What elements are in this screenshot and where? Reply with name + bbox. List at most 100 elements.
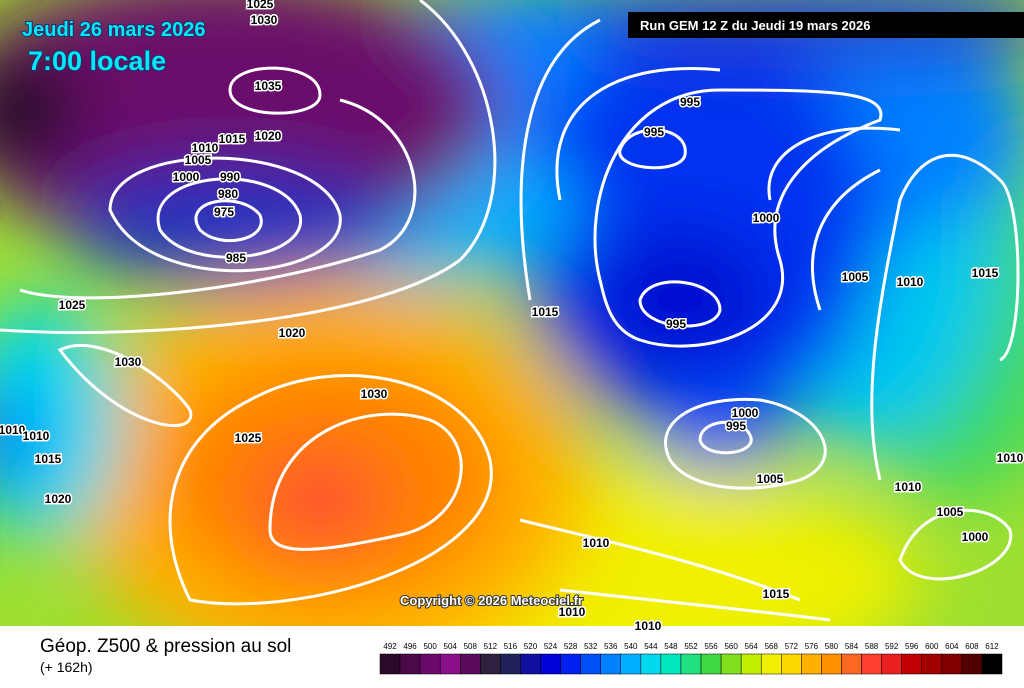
scale-label: 516 xyxy=(504,642,518,651)
isobar-label: 1020 xyxy=(255,129,282,143)
isobars xyxy=(0,0,1020,622)
scale-swatch xyxy=(500,653,521,675)
scale-label: 584 xyxy=(845,642,859,651)
isobar-label: 1030 xyxy=(361,387,388,401)
isobar-label: 1010 xyxy=(895,480,922,494)
scale-swatch xyxy=(901,653,922,675)
isobar-label: 1000 xyxy=(962,530,989,544)
scale-label: 512 xyxy=(484,642,498,651)
isobar-label: 1015 xyxy=(972,266,999,280)
isobar-label: 1010 xyxy=(559,605,586,619)
scale-swatch xyxy=(700,653,722,675)
scale-swatch xyxy=(961,653,983,675)
scale-label: 536 xyxy=(604,642,618,651)
scale-swatch xyxy=(781,653,802,675)
color-scale: 492 496 500 504 508 512 516 520 524 528 532 536 540 5… xyxy=(379,642,1003,675)
isobar-label: 1015 xyxy=(35,452,62,466)
scale-label: 560 xyxy=(724,642,738,651)
scale-label: 612 xyxy=(985,642,999,651)
scale-swatch xyxy=(620,653,642,675)
isobar-label: 1005 xyxy=(937,505,964,519)
scale-swatch xyxy=(760,653,782,675)
footer-lead: (+ 162h) xyxy=(40,659,93,675)
scale-label: 528 xyxy=(564,642,578,651)
scale-label: 552 xyxy=(684,642,698,651)
scale-swatch xyxy=(981,653,1003,675)
isobar-label: 995 xyxy=(726,419,746,433)
isobar-label: 1015 xyxy=(219,132,246,146)
scale-label: 608 xyxy=(965,642,979,651)
scale-swatch xyxy=(520,653,541,675)
run-box xyxy=(628,12,1024,38)
scale-swatch xyxy=(680,653,702,675)
isobar-label: 1030 xyxy=(251,13,278,27)
isobar-label: 1010 xyxy=(997,451,1024,465)
isobar-label: 1025 xyxy=(235,431,262,445)
run-info: Run GEM 12 Z du Jeudi 19 mars 2026 xyxy=(640,18,870,33)
scale-label: 576 xyxy=(805,642,819,651)
map-date: Jeudi 26 mars 2026 xyxy=(22,19,205,41)
scale-label: 496 xyxy=(403,642,417,651)
scale-swatch xyxy=(580,653,601,675)
scale-label: 532 xyxy=(584,642,598,651)
isobar-label: 995 xyxy=(644,125,664,139)
scale-swatch xyxy=(460,653,481,675)
isobar-label: 1010 xyxy=(23,429,50,443)
isobar-label: 1025 xyxy=(59,298,86,312)
scale-swatch xyxy=(821,653,842,675)
isobar-label: 1010 xyxy=(0,423,26,437)
scale-label: 540 xyxy=(624,642,638,651)
isobar-label: 975 xyxy=(214,205,234,219)
scale-label: 568 xyxy=(765,642,779,651)
footer-title: Géop. Z500 & pression au sol xyxy=(40,636,291,657)
isobar-label: 1015 xyxy=(763,587,790,601)
scale-label: 492 xyxy=(383,642,397,651)
scale-label: 588 xyxy=(865,642,879,651)
scale-label: 592 xyxy=(885,642,899,651)
scale-swatch xyxy=(861,653,882,675)
scale-swatch xyxy=(540,653,561,675)
scale-label: 580 xyxy=(825,642,839,651)
scale-swatch xyxy=(640,653,662,675)
isobar-label: 1000 xyxy=(732,406,759,420)
scale-swatch xyxy=(740,653,762,675)
scale-label: 500 xyxy=(423,642,437,651)
scale-swatch xyxy=(660,653,682,675)
isobar-label: 990 xyxy=(220,170,240,184)
scale-label: 508 xyxy=(464,642,478,651)
scale-swatch xyxy=(841,653,862,675)
scale-label: 572 xyxy=(785,642,799,651)
isobar-label: 1015 xyxy=(532,305,559,319)
scale-swatch xyxy=(600,653,622,675)
scale-label: 504 xyxy=(444,642,458,651)
scale-swatch xyxy=(419,653,441,675)
isobar-label: 1010 xyxy=(583,536,610,550)
scale-swatch xyxy=(379,653,401,675)
isobar-label: 995 xyxy=(666,317,686,331)
map-time: 7:00 locale xyxy=(28,46,166,76)
scale-label: 596 xyxy=(905,642,919,651)
isobar-label: 985 xyxy=(226,251,246,265)
scale-swatch xyxy=(439,653,461,675)
isobar-label: 1010 xyxy=(635,619,662,633)
isobar-label: 1010 xyxy=(192,141,219,155)
isobar-label: 1035 xyxy=(255,79,282,93)
isobar-label: 1025 xyxy=(247,0,274,11)
scale-swatch xyxy=(941,653,963,675)
isobar-label: 1005 xyxy=(185,153,212,167)
isobar-label: 1020 xyxy=(279,326,306,340)
isobar-label: 1030 xyxy=(115,355,142,369)
isobar-label: 1010 xyxy=(897,275,924,289)
copyright: Copyright © 2026 Meteociel.fr xyxy=(400,593,583,608)
scale-label: 544 xyxy=(644,642,658,651)
scale-swatch xyxy=(480,653,501,675)
isobar-label: 1000 xyxy=(753,211,780,225)
scale-label: 520 xyxy=(524,642,538,651)
scale-label: 524 xyxy=(544,642,558,651)
scale-swatch xyxy=(720,653,742,675)
scale-swatch xyxy=(560,653,581,675)
scale-label: 548 xyxy=(664,642,678,651)
scale-label: 564 xyxy=(745,642,759,651)
